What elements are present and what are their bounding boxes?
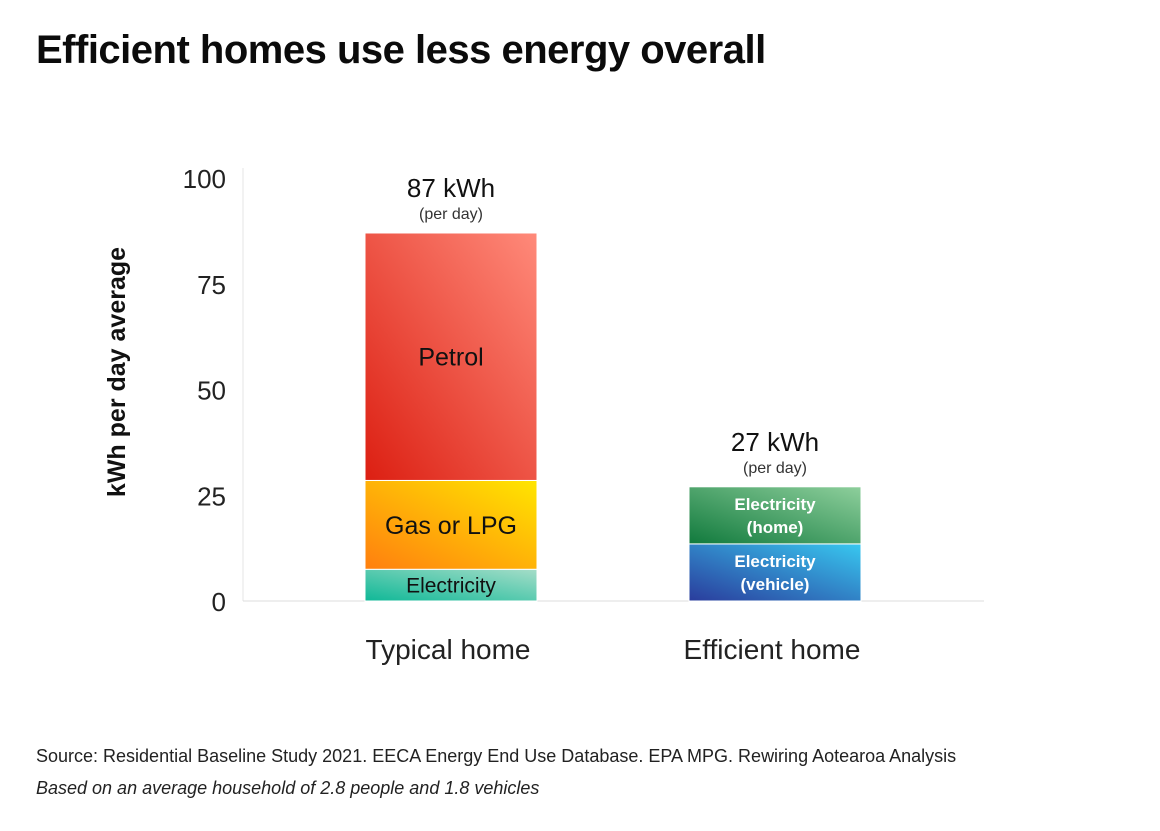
source-note: Source: Residential Baseline Study 2021.… xyxy=(36,746,957,766)
segment-label: (home) xyxy=(747,518,804,537)
y-axis-label: kWh per day average xyxy=(103,247,131,497)
y-tick-label: 100 xyxy=(183,164,226,194)
total-label: 27 kWh xyxy=(731,427,819,457)
chart-title: Efficient homes use less energy overall xyxy=(36,28,766,72)
segment-label: Gas or LPG xyxy=(385,512,517,540)
y-tick-label: 75 xyxy=(197,270,226,300)
segment-label: (vehicle) xyxy=(741,575,810,594)
segment-label: Electricity xyxy=(734,495,816,514)
y-tick-label: 0 xyxy=(212,587,226,617)
y-tick-label: 50 xyxy=(197,376,226,406)
y-tick-label: 25 xyxy=(197,481,226,511)
stacked-bar-chart: 0 25 50 75 100 kWh per day average Electrici… xyxy=(103,164,984,665)
bar-group: Electricity Gas or LPG Petrol 87 kWh (per da… xyxy=(364,173,538,665)
household-note: Based on an average household of 2.8 peo… xyxy=(36,778,540,798)
x-category-label: Typical home xyxy=(366,634,531,665)
segment-label: Petrol xyxy=(418,344,483,372)
bar-segment xyxy=(688,486,862,545)
total-sublabel: (per day) xyxy=(419,206,483,223)
bar-segment xyxy=(364,232,538,481)
bar-segment xyxy=(364,568,538,602)
x-category-label: Efficient home xyxy=(684,634,861,665)
bar-group: Electricity (vehicle) Electricity (home) 27 … xyxy=(684,427,862,665)
segment-label: Electricity xyxy=(734,552,816,571)
total-sublabel: (per day) xyxy=(743,460,807,477)
bar-segment xyxy=(364,479,538,570)
total-label: 87 kWh xyxy=(407,173,495,203)
segment-label: Electricity xyxy=(406,575,496,598)
